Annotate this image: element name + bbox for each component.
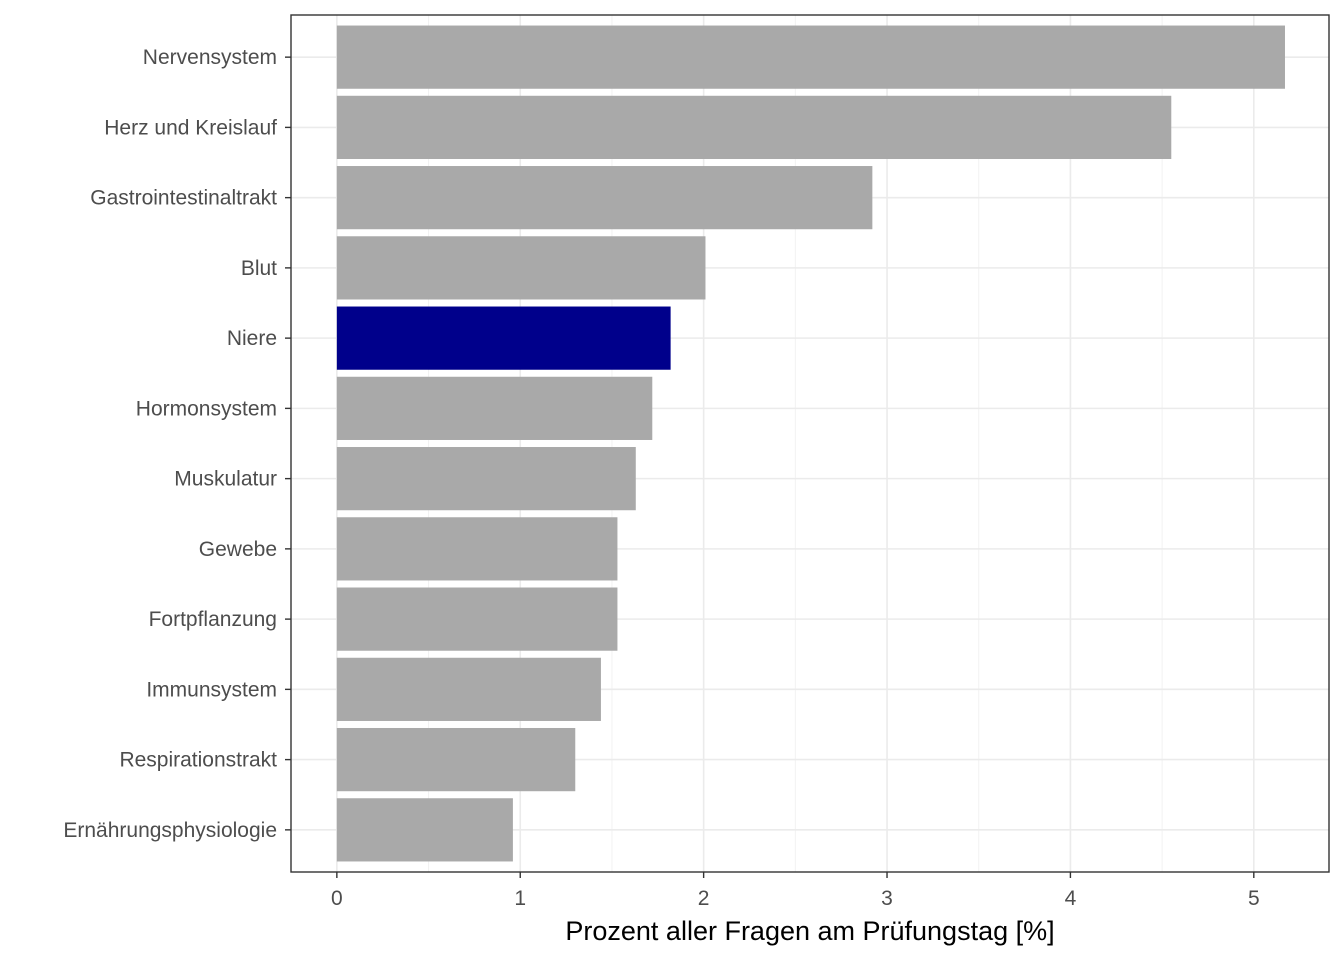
bar-respirationstrakt <box>336 727 576 792</box>
bar-ernährungsphysiologie <box>336 798 513 862</box>
x-tick-label: 3 <box>881 887 893 910</box>
bar-herz-und-kreislauf <box>336 95 1172 160</box>
bar-blut <box>336 236 706 300</box>
x-tick-label: 1 <box>514 887 526 910</box>
y-tick-label: Gewebe <box>199 538 277 561</box>
bar-nervensystem <box>336 25 1285 89</box>
bar-hormonsystem <box>336 376 653 440</box>
y-tick-label: Hormonsystem <box>136 397 277 420</box>
plot-panel-border <box>290 14 1330 873</box>
y-tick-label: Blut <box>241 257 277 280</box>
bar-gastrointestinaltrakt <box>336 166 873 230</box>
x-tick-label: 2 <box>698 887 710 910</box>
y-tick-label: Respirationstrakt <box>119 749 277 772</box>
x-axis-title: Prozent aller Fragen am Prüfungstag [%] <box>565 916 1054 946</box>
bar-gewebe <box>336 517 618 581</box>
x-tick-label: 0 <box>331 887 343 910</box>
y-tick-label: Immunsystem <box>146 678 277 701</box>
bar-niere <box>336 306 671 370</box>
y-tick-label: Ernährungsphysiologie <box>63 819 277 842</box>
y-tick-label: Niere <box>227 327 277 350</box>
y-tick-label: Muskulatur <box>174 468 277 491</box>
x-axis: 0 1 2 3 4 5 <box>331 872 1260 910</box>
y-axis: Nervensystem Herz und Kreislauf Gastrointe… <box>63 46 291 842</box>
y-tick-label: Fortpflanzung <box>149 608 277 631</box>
y-tick-label: Gastrointestinaltrakt <box>90 187 277 210</box>
bar-immunsystem <box>336 657 601 721</box>
y-tick-label: Herz und Kreislauf <box>104 116 277 139</box>
bar-fortpflanzung <box>336 587 618 651</box>
x-tick-label: 5 <box>1248 887 1260 910</box>
bars <box>336 25 1285 862</box>
bar-muskulatur <box>336 447 636 511</box>
y-tick-label: Nervensystem <box>143 46 277 69</box>
x-tick-label: 4 <box>1065 887 1077 910</box>
